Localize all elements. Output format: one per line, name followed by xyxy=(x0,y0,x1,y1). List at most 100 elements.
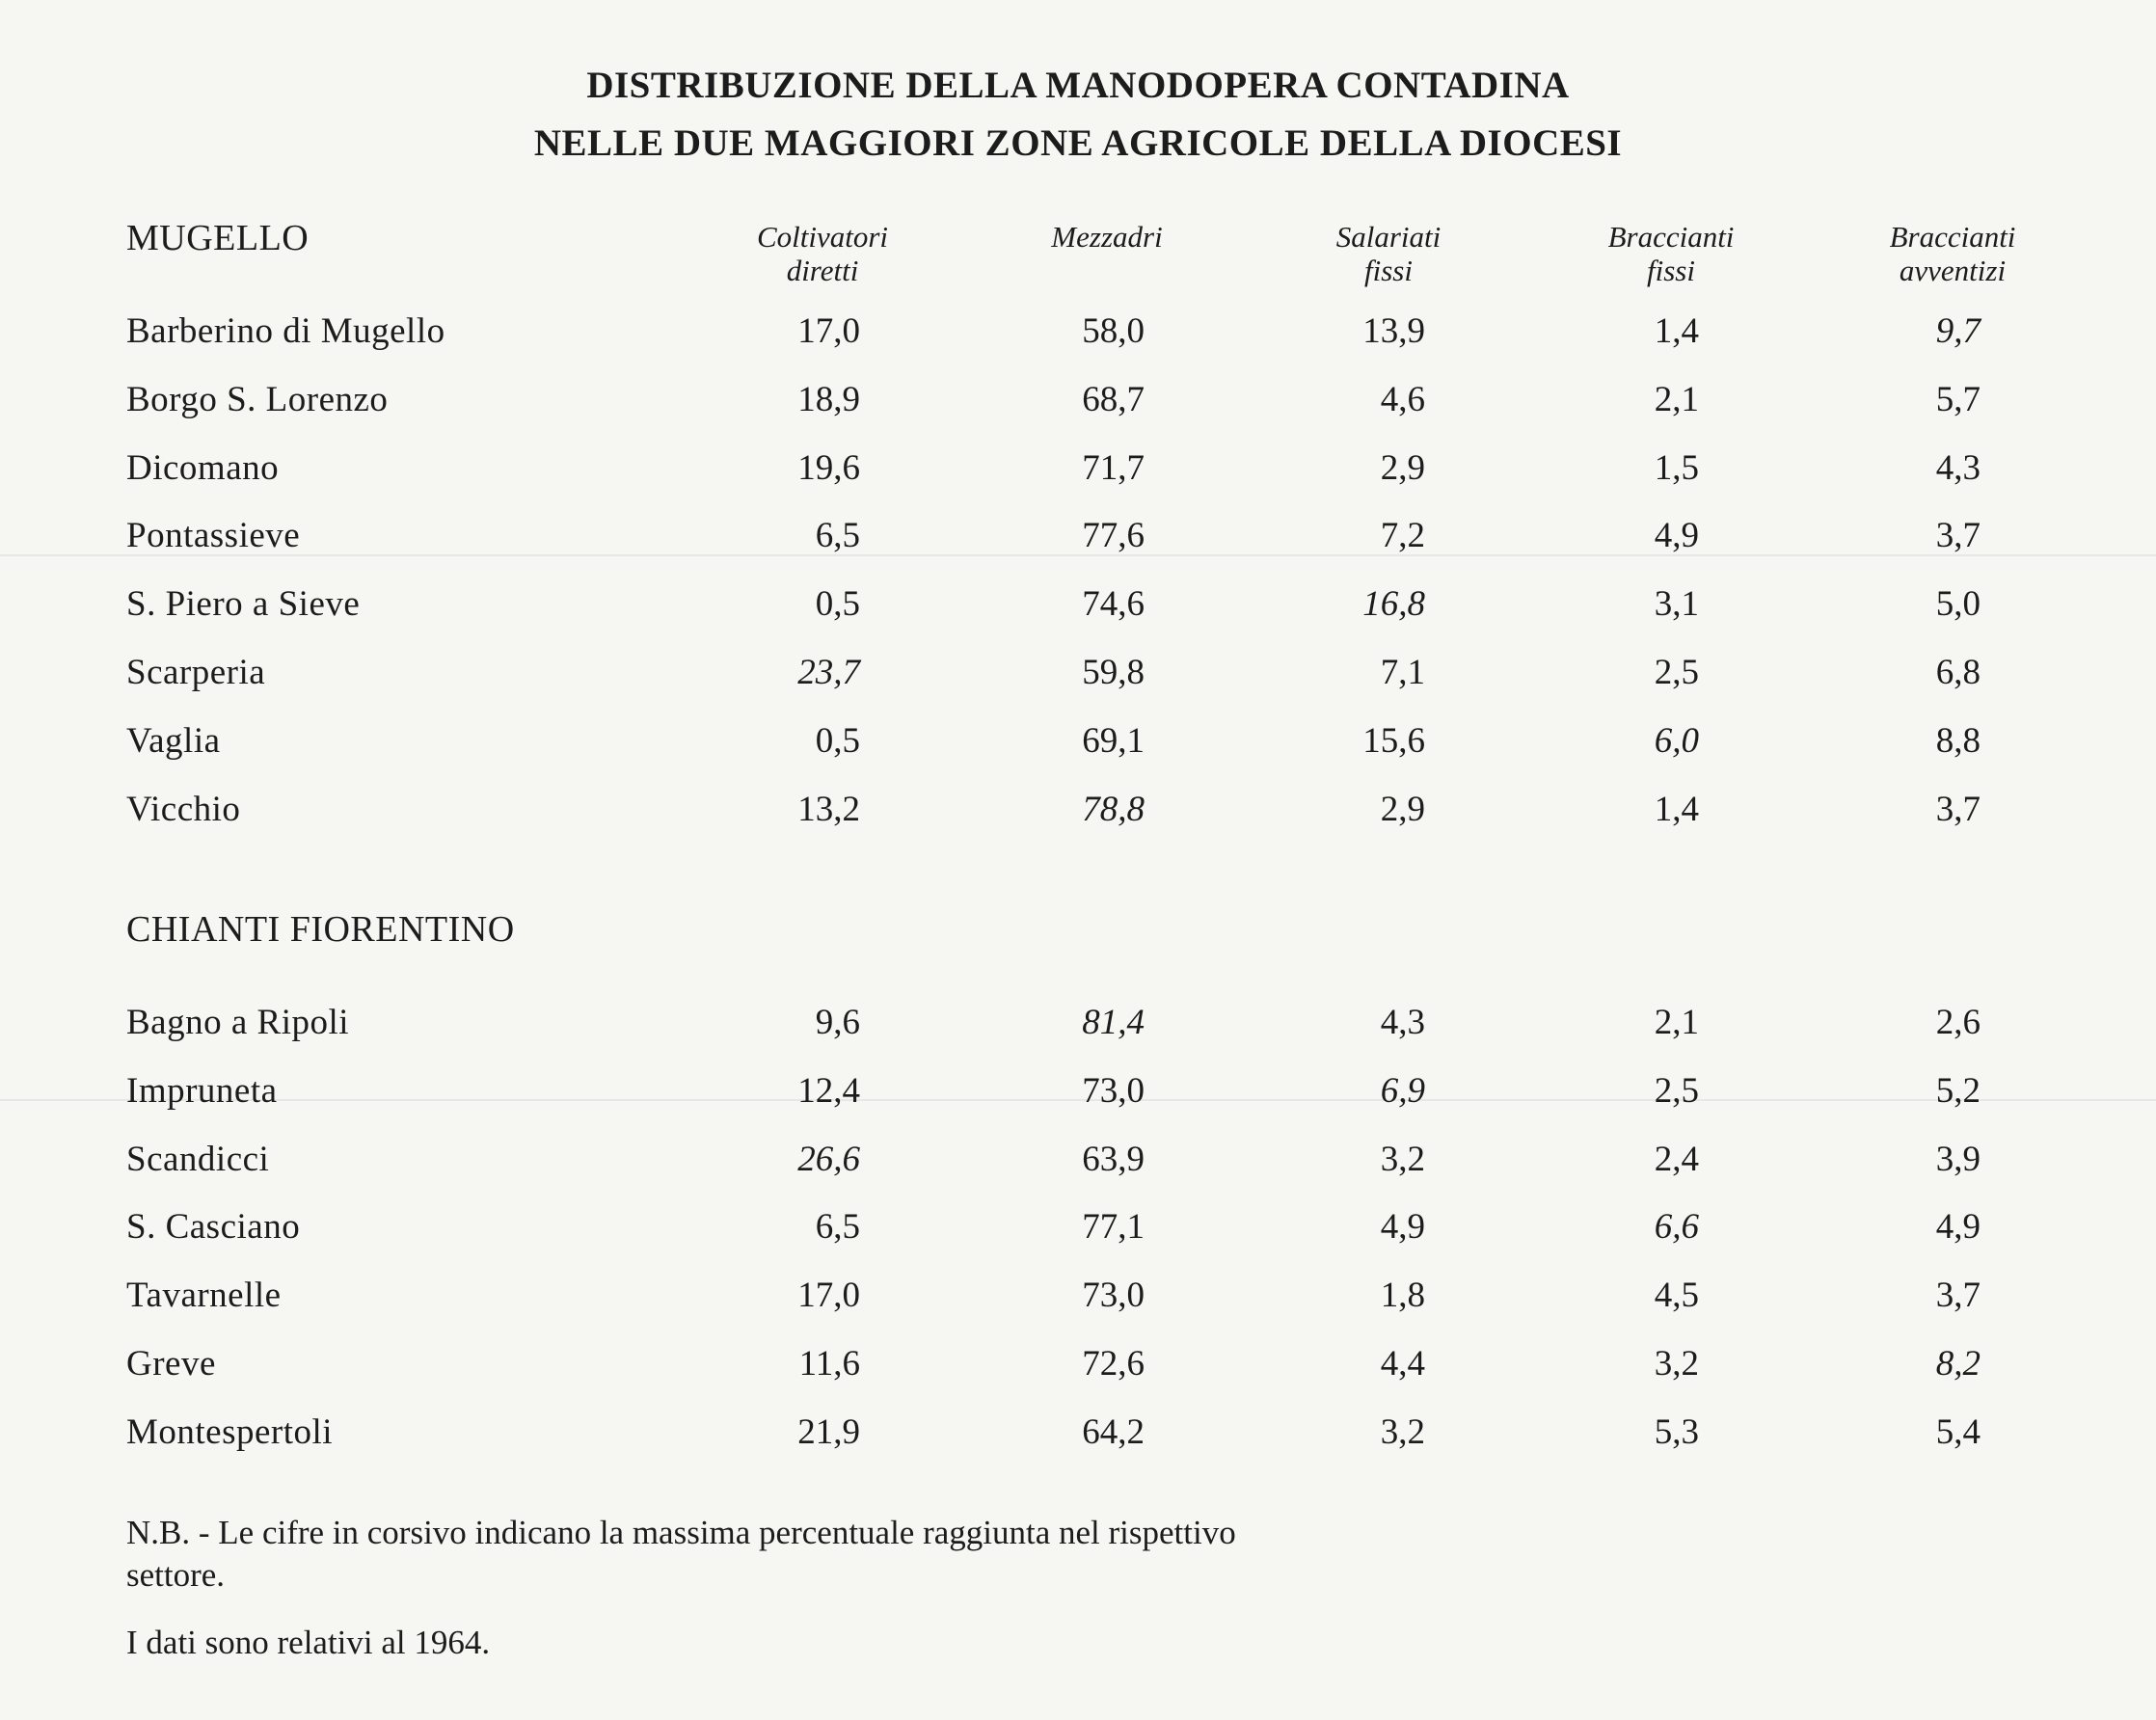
column-header-line: Braccianti xyxy=(1889,220,2016,254)
percentage-cell: 4,4 xyxy=(1380,1344,1425,1384)
percentage-cell: 3,7 xyxy=(1935,516,1981,556)
comune-name: Borgo S. Lorenzo xyxy=(126,379,389,419)
percentage-cell: 8,8 xyxy=(1935,720,1981,761)
percentage-cell: 4,9 xyxy=(1935,1207,1981,1248)
percentage-cell: 78,8 xyxy=(1082,789,1145,829)
percentage-cell: 3,2 xyxy=(1380,1411,1425,1452)
comune-name: Montespertoli xyxy=(126,1411,334,1452)
percentage-cell: 2,4 xyxy=(1654,1139,1699,1179)
column-header-line: Mezzadri xyxy=(1051,220,1163,254)
document-title-line-1: DISTRIBUZIONE DELLA MANODOPERA CONTADINA xyxy=(586,65,1570,106)
paper-crease xyxy=(0,554,2156,556)
table-row: Pontassieve 6,5 77,6 7,2 4,9 3,7 xyxy=(0,515,2156,563)
percentage-cell: 17,0 xyxy=(797,311,860,351)
percentage-cell: 23,7 xyxy=(797,653,860,692)
percentage-cell: 1,8 xyxy=(1380,1276,1425,1316)
table-row: Borgo S. Lorenzo 18,9 68,7 4,6 2,1 5,7 xyxy=(0,379,2156,427)
percentage-cell: 71,7 xyxy=(1082,447,1145,488)
percentage-cell: 72,6 xyxy=(1082,1344,1145,1384)
column-header: Mezzadri xyxy=(982,220,1232,254)
percentage-cell: 4,3 xyxy=(1380,1003,1425,1042)
table-row: Barberino di Mugello 17,0 58,0 13,9 1,4 9,7 xyxy=(0,310,2156,359)
table-row: Impruneta 12,4 73,0 6,9 2,5 5,2 xyxy=(0,1070,2156,1118)
percentage-cell: 0,5 xyxy=(815,584,860,625)
percentage-cell: 6,5 xyxy=(815,516,860,556)
column-header: Braccianti avventizi xyxy=(1827,220,2078,287)
percentage-cell: 9,6 xyxy=(815,1003,860,1042)
comune-name: Impruneta xyxy=(126,1070,278,1111)
table-row: Vaglia 0,5 69,1 15,6 6,0 8,8 xyxy=(0,720,2156,768)
table-row: Tavarnelle 17,0 73,0 1,8 4,5 3,7 xyxy=(0,1275,2156,1323)
percentage-cell: 2,6 xyxy=(1935,1003,1981,1042)
percentage-cell: 2,5 xyxy=(1654,653,1699,692)
percentage-cell: 19,6 xyxy=(797,447,860,488)
percentage-cell: 17,0 xyxy=(797,1276,860,1316)
comune-name: Scarperia xyxy=(126,653,266,692)
section-heading: MUGELLO xyxy=(126,218,310,258)
percentage-cell: 6,9 xyxy=(1380,1070,1425,1111)
percentage-cell: 59,8 xyxy=(1082,653,1145,692)
table-row: Greve 11,6 72,6 4,4 3,2 8,2 xyxy=(0,1343,2156,1391)
column-header-line: avventizi xyxy=(1899,254,2007,287)
nb-note-line-1: N.B. - Le cifre in corsivo indicano la m… xyxy=(126,1514,1236,1551)
percentage-cell: 4,3 xyxy=(1935,447,1981,488)
percentage-cell: 1,5 xyxy=(1654,447,1699,488)
percentage-cell: 9,7 xyxy=(1935,311,1981,351)
column-header-line: fissi xyxy=(1647,254,1695,287)
percentage-cell: 81,4 xyxy=(1082,1003,1145,1042)
percentage-cell: 2,1 xyxy=(1654,379,1699,419)
section-heading: CHIANTI FIORENTINO xyxy=(126,909,515,950)
column-header: Salariati fissi xyxy=(1263,220,1514,287)
percentage-cell: 4,6 xyxy=(1380,379,1425,419)
percentage-cell: 68,7 xyxy=(1082,379,1145,419)
percentage-cell: 11,6 xyxy=(798,1344,860,1384)
comune-name: S. Casciano xyxy=(126,1207,301,1248)
table-row: Vicchio 13,2 78,8 2,9 1,4 3,7 xyxy=(0,789,2156,837)
nb-note-line-2: settore. xyxy=(126,1556,226,1594)
percentage-cell: 5,4 xyxy=(1935,1411,1981,1452)
percentage-cell: 2,9 xyxy=(1380,447,1425,488)
percentage-cell: 15,6 xyxy=(1362,720,1425,761)
column-header: Braccianti fissi xyxy=(1546,220,1796,287)
paper-crease xyxy=(0,1099,2156,1101)
percentage-cell: 2,9 xyxy=(1380,789,1425,829)
percentage-cell: 69,1 xyxy=(1082,720,1145,761)
percentage-cell: 13,9 xyxy=(1362,311,1425,351)
percentage-cell: 3,7 xyxy=(1935,1276,1981,1316)
percentage-cell: 64,2 xyxy=(1082,1411,1145,1452)
comune-name: Scandicci xyxy=(126,1139,270,1179)
comune-name: Bagno a Ripoli xyxy=(126,1003,350,1042)
percentage-cell: 73,0 xyxy=(1082,1276,1145,1316)
percentage-cell: 4,5 xyxy=(1654,1276,1699,1316)
comune-name: Tavarnelle xyxy=(126,1276,282,1316)
percentage-cell: 3,9 xyxy=(1935,1139,1981,1179)
column-header: Coltivatori diretti xyxy=(697,220,948,287)
percentage-cell: 58,0 xyxy=(1082,311,1145,351)
nb-note: N.B. - Le cifre in corsivo indicano la m… xyxy=(126,1512,1611,1597)
column-header-line: Salariati xyxy=(1335,220,1442,254)
percentage-cell: 8,2 xyxy=(1935,1344,1981,1384)
comune-name: Barberino di Mugello xyxy=(126,311,445,351)
document-title-line-2: NELLE DUE MAGGIORI ZONE AGRICOLE DELLA D… xyxy=(533,122,1623,164)
percentage-cell: 77,1 xyxy=(1082,1207,1145,1248)
table-row: Montespertoli 21,9 64,2 3,2 5,3 5,4 xyxy=(0,1411,2156,1460)
percentage-cell: 3,1 xyxy=(1654,584,1699,625)
percentage-cell: 7,1 xyxy=(1380,653,1425,692)
table-row: Scandicci 26,6 63,9 3,2 2,4 3,9 xyxy=(0,1139,2156,1187)
percentage-cell: 73,0 xyxy=(1082,1070,1145,1111)
comune-name: S. Piero a Sieve xyxy=(126,584,361,625)
percentage-cell: 1,4 xyxy=(1654,311,1699,351)
column-header-line: diretti xyxy=(786,254,859,287)
percentage-cell: 6,8 xyxy=(1935,653,1981,692)
percentage-cell: 5,7 xyxy=(1935,379,1981,419)
percentage-cell: 0,5 xyxy=(815,720,860,761)
percentage-cell: 6,5 xyxy=(815,1207,860,1248)
percentage-cell: 2,1 xyxy=(1654,1003,1699,1042)
percentage-cell: 18,9 xyxy=(797,379,860,419)
comune-name: Vaglia xyxy=(126,720,221,761)
percentage-cell: 2,5 xyxy=(1654,1070,1699,1111)
date-note: I dati sono relativi al 1964. xyxy=(126,1624,491,1661)
percentage-cell: 3,2 xyxy=(1654,1344,1699,1384)
percentage-cell: 4,9 xyxy=(1380,1207,1425,1248)
percentage-cell: 26,6 xyxy=(797,1139,860,1179)
